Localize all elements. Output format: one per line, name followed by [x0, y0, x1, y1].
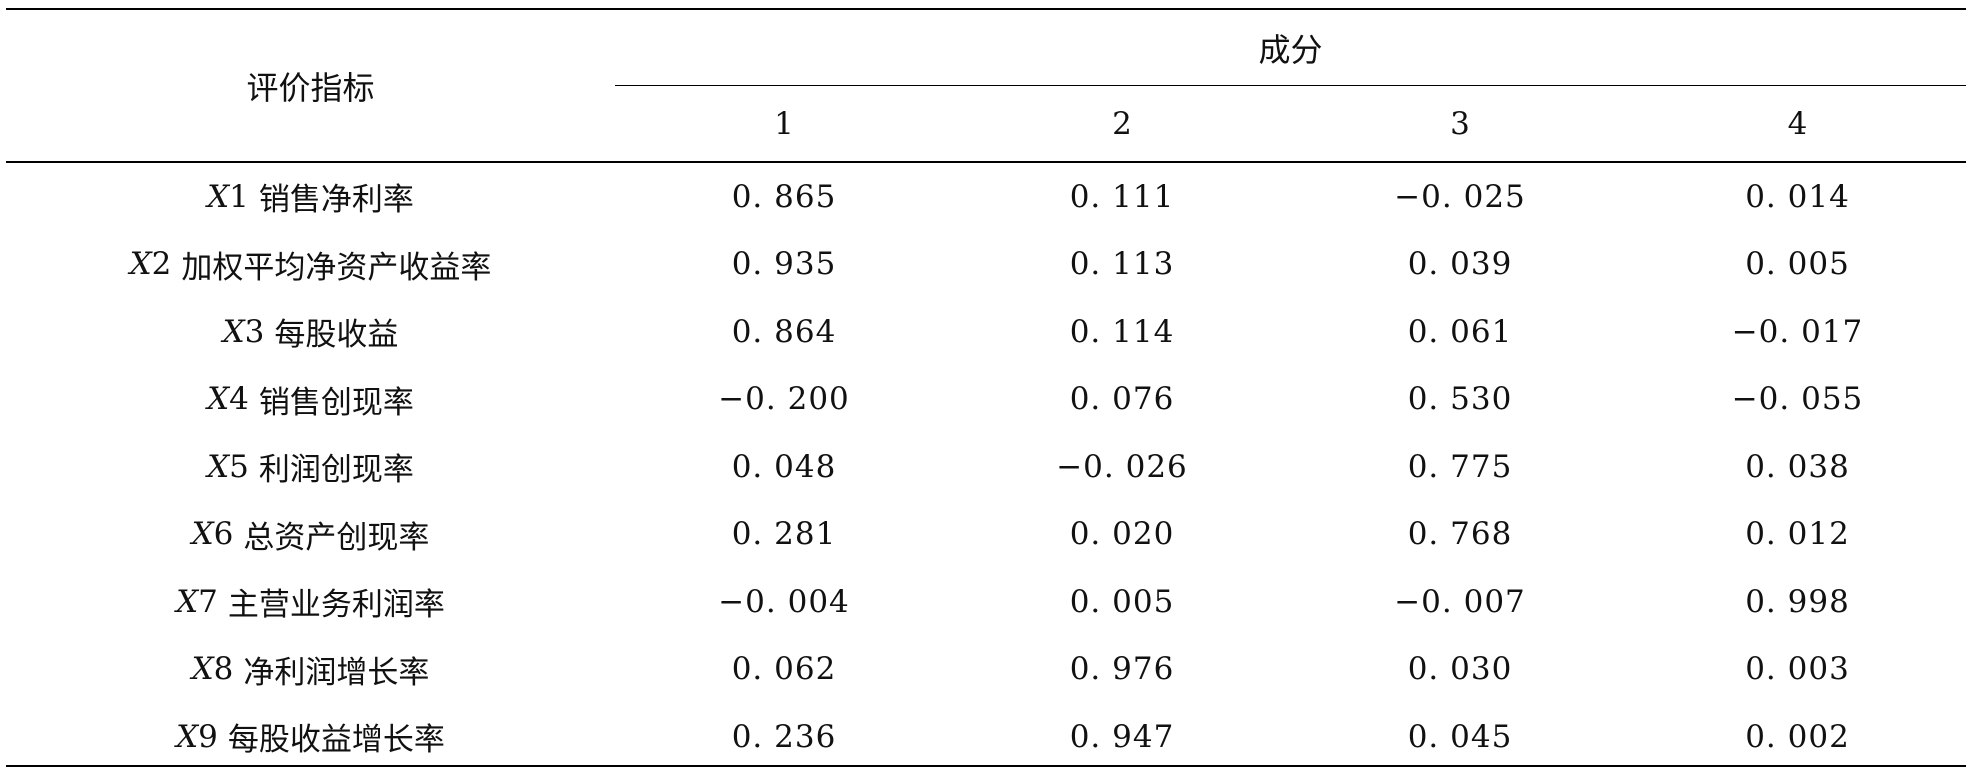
loading-value-component-2: 0. 111	[1069, 178, 1175, 215]
indicator-cell: X 5 利润创现率	[6, 433, 615, 501]
indicator-name: 加权平均净资产收益率	[181, 249, 492, 286]
loading-value-component-4: 0. 005	[1745, 246, 1850, 283]
table-row: X 3 每股收益 0. 864 0. 114 0. 061 −0. 017	[6, 298, 1966, 366]
header-component-2: 2	[1112, 105, 1132, 142]
loading-value-component-4: 0. 003	[1745, 651, 1850, 688]
header-component-1: 1	[774, 105, 794, 142]
loading-value-component-3: 0. 061	[1407, 313, 1513, 350]
indicator-name: 总资产创现率	[243, 519, 430, 556]
loading-value-component-1: −0. 200	[718, 381, 850, 418]
table-row: X 1 销售净利率 0. 865 0. 111 −0. 025 0. 014	[6, 163, 1966, 231]
indicator-number: 4	[229, 381, 249, 418]
loading-value-component-1: 0. 281	[731, 516, 837, 553]
indicator-cell: X 7 主营业务利润率	[6, 568, 615, 636]
indicator-number: 3	[244, 313, 265, 350]
loading-value-component-2: 0. 020	[1069, 516, 1175, 553]
indicator-name: 净利润增长率	[243, 654, 430, 691]
loading-value-component-3: −0. 007	[1394, 583, 1526, 620]
indicator-name: 每股收益增长率	[227, 722, 445, 759]
loading-value-component-1: 0. 236	[731, 718, 837, 755]
loading-value-component-4: 0. 014	[1745, 178, 1850, 215]
indicator-name: 利润创现率	[258, 452, 414, 489]
table-row: X 4 销售创现率 −0. 200 0. 076 0. 530 −0. 055	[6, 366, 1966, 434]
indicator-cell: X 1 销售净利率	[6, 163, 615, 231]
table-row: X 8 净利润增长率 0. 062 0. 976 0. 030 0. 003	[6, 636, 1966, 704]
indicator-number: 5	[229, 448, 249, 485]
indicator-code: X	[176, 718, 199, 755]
indicator-name: 销售创现率	[258, 384, 414, 421]
table-bottom-rule	[6, 765, 1966, 767]
indicator-cell: X 2 加权平均净资产收益率	[6, 231, 615, 299]
loading-value-component-3: 0. 775	[1407, 448, 1513, 485]
indicator-cell: X 3 每股收益	[6, 298, 615, 366]
table-row: X 2 加权平均净资产收益率 0. 935 0. 113 0. 039 0. 005	[6, 231, 1966, 299]
indicator-cell: X 6 总资产创现率	[6, 501, 615, 569]
table-row: X 6 总资产创现率 0. 281 0. 020 0. 768 0. 012	[6, 501, 1966, 569]
loading-value-component-1: 0. 864	[731, 313, 837, 350]
indicator-cell: X 4 销售创现率	[6, 366, 615, 434]
table-row: X 5 利润创现率 0. 048 −0. 026 0. 775 0. 038	[6, 433, 1966, 501]
loading-value-component-2: 0. 076	[1069, 381, 1175, 418]
indicator-number: 8	[213, 651, 234, 688]
loading-value-component-2: 0. 976	[1069, 651, 1175, 688]
loading-value-component-3: 0. 530	[1407, 381, 1513, 418]
indicator-code: X	[191, 651, 214, 688]
header-component-group: 成分	[1258, 30, 1323, 69]
header-group-rule	[615, 85, 1966, 86]
loading-value-component-1: 0. 062	[731, 651, 837, 688]
header-indicator: 评价指标	[246, 68, 375, 107]
indicator-name: 每股收益	[274, 317, 399, 354]
indicator-number: 2	[151, 246, 172, 283]
loading-value-component-3: 0. 768	[1407, 516, 1513, 553]
loading-value-component-4: 0. 002	[1745, 718, 1850, 755]
header-component-3: 3	[1450, 105, 1470, 142]
indicator-code: X	[207, 381, 230, 418]
component-matrix-table: 评价指标 成分 1 2 3 4 X 1 销售净利率 0. 865 0. 111 −0. 0…	[6, 0, 1966, 775]
indicator-cell: X 8 净利润增长率	[6, 636, 615, 704]
indicator-number: 9	[198, 718, 218, 755]
indicator-name: 销售净利率	[258, 182, 414, 219]
loading-value-component-4: 0. 038	[1745, 448, 1850, 485]
loading-value-component-1: 0. 865	[731, 178, 837, 215]
loading-value-component-1: 0. 935	[731, 246, 837, 283]
indicator-number: 1	[229, 178, 249, 215]
indicator-name: 主营业务利润率	[227, 587, 445, 624]
loading-value-component-2: −0. 026	[1056, 448, 1188, 485]
loading-value-component-1: 0. 048	[731, 448, 837, 485]
loading-value-component-2: 0. 113	[1069, 246, 1175, 283]
table-top-rule	[6, 8, 1966, 10]
loading-value-component-2: 0. 114	[1069, 313, 1175, 350]
header-bottom-rule	[6, 161, 1966, 163]
indicator-cell: X 9 每股收益增长率	[6, 703, 615, 771]
loading-value-component-3: 0. 045	[1407, 718, 1513, 755]
indicator-code: X	[222, 313, 245, 350]
indicator-code: X	[129, 246, 152, 283]
loading-value-component-2: 0. 005	[1069, 583, 1175, 620]
loading-value-component-1: −0. 004	[718, 583, 850, 620]
indicator-number: 6	[213, 516, 234, 553]
indicator-code: X	[176, 583, 199, 620]
indicator-number: 7	[198, 583, 218, 620]
loading-value-component-3: 0. 030	[1407, 651, 1513, 688]
loading-value-component-4: −0. 055	[1731, 381, 1864, 418]
indicator-code: X	[207, 448, 230, 485]
loading-value-component-3: 0. 039	[1407, 246, 1513, 283]
header-component-4: 4	[1787, 105, 1808, 142]
indicator-code: X	[207, 178, 230, 215]
table-row: X 7 主营业务利润率 −0. 004 0. 005 −0. 007 0. 998	[6, 568, 1966, 636]
loading-value-component-2: 0. 947	[1069, 718, 1175, 755]
loading-value-component-4: −0. 017	[1731, 313, 1864, 350]
table-row: X 9 每股收益增长率 0. 236 0. 947 0. 045 0. 002	[6, 703, 1966, 771]
loading-value-component-4: 0. 998	[1745, 583, 1850, 620]
indicator-code: X	[191, 516, 214, 553]
loading-value-component-3: −0. 025	[1394, 178, 1526, 215]
loading-value-component-4: 0. 012	[1745, 516, 1850, 553]
